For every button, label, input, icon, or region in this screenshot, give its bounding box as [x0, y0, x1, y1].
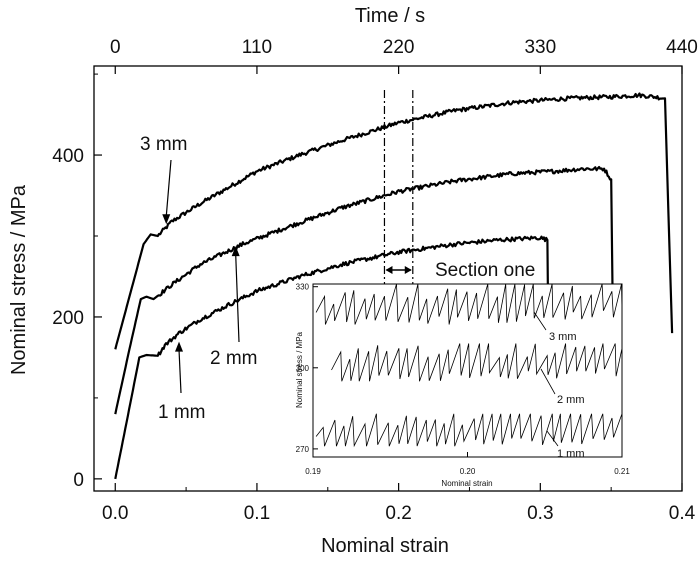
inset-series-line-3-mm [315, 283, 623, 325]
x2-tick-label: 330 [524, 37, 556, 58]
inset-x-tick-label: 0.19 [305, 467, 321, 476]
inset-y-axis-title: Nominal stress / MPa [295, 331, 304, 408]
inset-series [315, 283, 623, 448]
inset-x-axis-title: Nominal strain [441, 479, 492, 488]
curve-label-2-mm: 2 mm [210, 348, 258, 369]
x2-tick-label: 110 [242, 37, 272, 58]
inset-frame [312, 283, 623, 458]
series-line-2-mm [114, 165, 616, 415]
main-ticks [94, 66, 683, 491]
curve-annotations: 3 mm 2 mm 1 mm [140, 134, 258, 423]
y-tick-label: 200 [52, 308, 84, 329]
curve-label-1-mm: 1 mm [158, 402, 206, 423]
inset-tick-labels: 0.19 0.20 0.21 270 300 330 [296, 283, 631, 476]
series-line-3-mm [114, 92, 674, 350]
x-axis-title: Nominal strain [321, 535, 449, 557]
inset-y-tick-label: 330 [296, 283, 310, 292]
main-series [114, 92, 674, 480]
inset-x-tick-label: 0.20 [460, 467, 476, 476]
curve-arrowhead [231, 246, 240, 257]
x2-tick-label: 220 [383, 37, 415, 58]
curve-arrow-shaft [165, 159, 172, 217]
inset-x-tick-label: 0.21 [614, 467, 630, 476]
inset-series-label: 1 mm [557, 448, 585, 460]
curve-arrow-shaft [235, 254, 240, 343]
section-one-markers: Section one [383, 90, 535, 284]
inset-y-tick-label: 300 [296, 364, 310, 373]
plot-frame [93, 65, 683, 492]
main-tick-labels: 0.0 0.1 0.2 0.3 0.4 0 200 400 0 110 220 330 440 [52, 37, 698, 524]
inset-series-label: 3 mm [549, 331, 577, 343]
inset-label-leader [533, 311, 547, 331]
inset-chart: 0.19 0.20 0.21 270 300 330 3 mm 2 mm 1 mm Nomin… [295, 283, 630, 488]
curve-arrowhead [162, 214, 171, 225]
x-tick-label: 0.3 [527, 503, 553, 524]
x-tick-label: 0.0 [102, 503, 128, 524]
y-tick-label: 400 [52, 146, 84, 167]
section-one-label: Section one [435, 260, 535, 281]
section-arrowhead [404, 266, 412, 274]
inset-y-tick-label: 270 [296, 445, 310, 454]
curve-arrowhead [175, 341, 184, 352]
curve-label-3-mm: 3 mm [140, 134, 188, 155]
inset-series-label: 2 mm [557, 394, 585, 406]
x2-tick-label: 440 [666, 37, 698, 58]
x2-tick-label: 0 [110, 37, 121, 58]
inset-series-line-1-mm [315, 413, 623, 448]
top-axis-title: Time / s [355, 5, 425, 27]
inset-annotations: 3 mm 2 mm 1 mm [533, 311, 585, 460]
curve-arrow-shaft [178, 349, 182, 394]
x-tick-label: 0.1 [244, 503, 270, 524]
section-arrowhead [385, 266, 393, 274]
y-tick-label: 0 [73, 470, 84, 491]
inset-series-line-2-mm [331, 343, 623, 382]
x-tick-label: 0.4 [669, 503, 696, 524]
x-tick-label: 0.2 [385, 503, 411, 524]
inset-ticks [312, 286, 623, 457]
inset-label-leader [540, 368, 556, 395]
series-line-1-mm [114, 235, 550, 480]
inset-label-leader [546, 430, 559, 447]
y-axis-title: Nominal stress / MPa [8, 184, 30, 375]
